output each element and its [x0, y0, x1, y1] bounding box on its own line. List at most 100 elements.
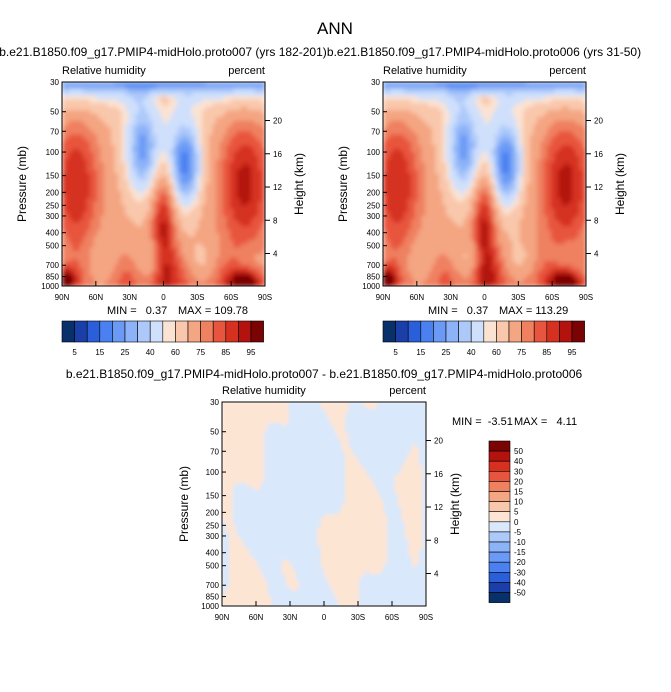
- colorbar-box: [445, 320, 459, 343]
- colorbar-box: [488, 511, 511, 523]
- x-tick-label: 30S: [351, 613, 365, 622]
- colorbar-box: [483, 320, 497, 343]
- panel-1-field: [62, 82, 265, 286]
- x-tick-label: 60S: [385, 613, 399, 622]
- colorbar-box: [99, 320, 113, 343]
- x-tick-label: 60S: [545, 293, 559, 302]
- colorbar-box: [488, 440, 511, 452]
- x-tick-label: 0: [322, 613, 327, 622]
- colorbar-label: -10: [514, 538, 526, 547]
- panel-1-max: MAX = 109.78: [178, 305, 248, 317]
- panel-1-min: MIN = 0.37: [107, 305, 167, 317]
- colorbar-box: [571, 320, 585, 343]
- panel-2: b.e21.B1850.f09_g17.PMIP4-midHolo.proto0…: [327, 45, 641, 357]
- colorbar-box: [488, 491, 511, 502]
- colorbar-box: [433, 320, 447, 343]
- y-tick-label: 50: [371, 108, 380, 117]
- colorbar-label: 5: [514, 508, 519, 517]
- colorbar-box: [395, 320, 409, 343]
- y2-tick-label: 16: [434, 470, 443, 479]
- x-tick-label: 90N: [376, 293, 391, 302]
- y2-tick-label: 12: [594, 183, 603, 192]
- panel-2-max: MAX = 113.29: [499, 305, 568, 317]
- y-tick-label: 300: [367, 212, 381, 221]
- panel-1-x-ticks: 90N 60N 30N 0 30S 60S 90S: [55, 281, 272, 302]
- panel-3-x-ticks: 90N 60N 30N 0 30S 60S 90S: [215, 601, 433, 622]
- colorbar-label: 60: [171, 348, 180, 357]
- panel-3: b.e21.B1850.f09_g17.PMIP4-midHolo.proto0…: [66, 367, 583, 622]
- y2-tick-label: 4: [273, 250, 278, 259]
- y-tick-label: 500: [367, 242, 381, 251]
- y-tick-label: 700: [367, 261, 381, 270]
- x-tick-label: 0: [482, 293, 487, 302]
- y2-tick-label: 12: [434, 503, 443, 512]
- x-tick-label: 90S: [579, 293, 593, 302]
- y2-tick-label: 20: [594, 117, 603, 126]
- colorbar-label: 15: [514, 488, 523, 497]
- colorbar-label: 95: [247, 348, 256, 357]
- x-tick-label: 60N: [88, 293, 103, 302]
- y-tick-label: 100: [367, 148, 381, 157]
- panel-2-right-label: percent: [549, 65, 586, 77]
- colorbar-box: [488, 460, 511, 472]
- y-tick-label: 500: [46, 242, 60, 251]
- colorbar-box: [488, 521, 511, 533]
- colorbar-box: [187, 320, 201, 343]
- panel-2-x-ticks: 90N 60N 30N 0 30S 60S 90S: [376, 281, 593, 302]
- y-tick-label: 400: [206, 549, 220, 558]
- y-tick-label: 150: [206, 492, 220, 501]
- panel-1-colorbar: 5 15 25 40 60 75 85 95: [61, 320, 264, 357]
- panel-3-y2-ticks: 20 16 12 8 4: [426, 437, 443, 579]
- panel-3-max: MAX = 4.11: [514, 416, 577, 428]
- colorbar-box: [175, 320, 189, 343]
- colorbar-label: -15: [514, 548, 526, 557]
- x-tick-label: 0: [161, 293, 166, 302]
- panel-3-left-label: Relative humidity: [222, 385, 306, 397]
- colorbar-box: [488, 541, 511, 553]
- x-tick-label: 30S: [190, 293, 204, 302]
- y-tick-label: 700: [206, 581, 220, 590]
- y2-tick-label: 20: [434, 437, 443, 446]
- colorbar-box: [149, 320, 164, 343]
- y-tick-label: 1000: [201, 602, 219, 611]
- y2-tick-label: 16: [594, 150, 603, 159]
- colorbar-box: [420, 320, 434, 343]
- colorbar-label: 85: [542, 348, 551, 357]
- colorbar-box: [458, 320, 472, 343]
- colorbar-label: 60: [492, 348, 501, 357]
- panel-2-colorbar: 5 15 25 40 60 75 85 95: [382, 320, 585, 357]
- colorbar-box: [137, 320, 151, 343]
- panel-1-left-label: Relative humidity: [62, 65, 146, 77]
- x-tick-label: 90S: [258, 293, 272, 302]
- colorbar-box: [250, 320, 264, 343]
- colorbar-box: [496, 320, 510, 343]
- y-tick-label: 100: [46, 148, 60, 157]
- y-tick-label: 700: [46, 261, 60, 270]
- panel-2-field: [383, 82, 586, 286]
- colorbar-box: [488, 561, 511, 573]
- panel-3-field: [222, 402, 426, 606]
- panel-1-y2label: Height (km): [292, 153, 306, 215]
- y-tick-label: 70: [371, 127, 380, 136]
- colorbar-box: [470, 320, 485, 343]
- colorbar-box: [488, 481, 511, 492]
- panel-1: b.e21.B1850.f09_g17.PMIP4-midHolo.proto0…: [0, 45, 327, 357]
- colorbar-label: 20: [514, 477, 523, 486]
- x-tick-label: 60N: [249, 613, 264, 622]
- colorbar-label: 15: [416, 348, 425, 357]
- x-tick-label: 60S: [224, 293, 238, 302]
- panel-2-title: b.e21.B1850.f09_g17.PMIP4-midHolo.proto0…: [327, 45, 641, 59]
- y-tick-label: 250: [46, 201, 60, 210]
- colorbar-label: 5: [393, 348, 398, 357]
- colorbar-label: 75: [196, 348, 205, 357]
- y-tick-label: 30: [50, 78, 59, 87]
- y-tick-label: 30: [210, 398, 219, 407]
- y2-tick-label: 16: [273, 150, 282, 159]
- colorbar-label: 40: [514, 457, 523, 466]
- x-tick-label: 30N: [122, 293, 137, 302]
- y-tick-label: 200: [46, 188, 60, 197]
- x-tick-label: 90N: [215, 613, 230, 622]
- figure-title: ANN: [317, 19, 353, 38]
